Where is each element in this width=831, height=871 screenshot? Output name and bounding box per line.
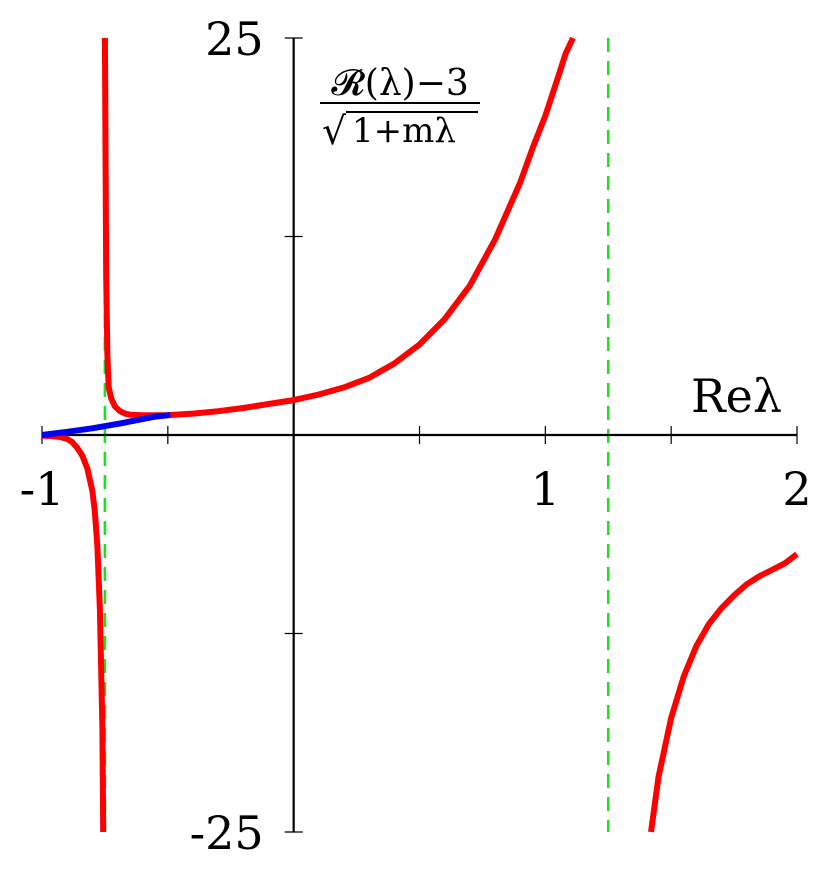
y-axis-label: 𝓡(λ)−3 √ 1+mλ — [320, 63, 480, 153]
label-layer: -1 1 2 25 -25 Reλ 𝓡(λ)−3 √ 1+mλ — [20, 12, 812, 860]
y-axis-label-sqrt-sign: √ — [322, 109, 347, 153]
x-tick-labels: -1 1 2 — [20, 462, 812, 516]
x-tick-label: -1 — [20, 462, 65, 516]
y-ticks — [284, 37, 303, 833]
x-tick-label: 2 — [782, 462, 811, 516]
y-tick-label: 25 — [205, 12, 264, 66]
x-tick-label: 1 — [531, 462, 560, 516]
series-line — [101, 36, 576, 419]
y-axis-label-numerator: 𝓡(λ)−3 — [331, 63, 469, 104]
series-line — [41, 432, 107, 833]
y-tick-labels: 25 -25 — [190, 12, 264, 860]
y-tick-label: -25 — [190, 806, 264, 860]
y-axis-label-radicand: 1+mλ — [352, 111, 456, 151]
series-layer — [41, 36, 799, 833]
x-axis-label: Reλ — [691, 369, 782, 423]
series-line — [41, 412, 171, 438]
series-line — [648, 551, 799, 833]
axes-layer — [41, 37, 798, 833]
